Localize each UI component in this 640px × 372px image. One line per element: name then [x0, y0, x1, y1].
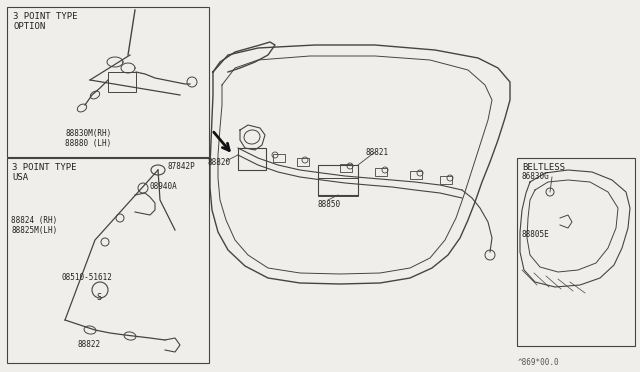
Bar: [273, 154, 285, 162]
Bar: [318, 178, 358, 196]
Bar: [340, 164, 352, 172]
Text: S: S: [96, 293, 101, 302]
Text: 86830G: 86830G: [522, 172, 550, 181]
Text: 88820: 88820: [207, 158, 230, 167]
Bar: [318, 165, 358, 195]
Text: 88850: 88850: [318, 200, 341, 209]
Bar: [297, 158, 309, 166]
Text: 88825M(LH): 88825M(LH): [11, 226, 57, 235]
Text: 88824 (RH): 88824 (RH): [11, 216, 57, 225]
Text: 88822: 88822: [77, 340, 100, 349]
Bar: [238, 148, 266, 170]
Text: 88880 (LH): 88880 (LH): [65, 139, 111, 148]
Text: 3 POINT TYPE
OPTION: 3 POINT TYPE OPTION: [13, 12, 77, 31]
Text: ^869*00.0: ^869*00.0: [518, 358, 559, 367]
Text: 88805E: 88805E: [522, 230, 550, 239]
Bar: [410, 171, 422, 179]
Text: 88821: 88821: [365, 148, 388, 157]
Text: 3 POINT TYPE
USA: 3 POINT TYPE USA: [12, 163, 77, 182]
Bar: [517, 158, 635, 346]
Bar: [108, 72, 136, 92]
Bar: [7, 158, 209, 363]
Bar: [440, 176, 452, 184]
Text: BELTLESS: BELTLESS: [522, 163, 565, 172]
Text: 87842P: 87842P: [168, 162, 196, 171]
Text: 08510-51612: 08510-51612: [62, 273, 113, 282]
Bar: [7, 7, 209, 157]
Text: 88830M(RH): 88830M(RH): [65, 129, 111, 138]
Bar: [375, 168, 387, 176]
Text: 08940A: 08940A: [150, 182, 178, 191]
